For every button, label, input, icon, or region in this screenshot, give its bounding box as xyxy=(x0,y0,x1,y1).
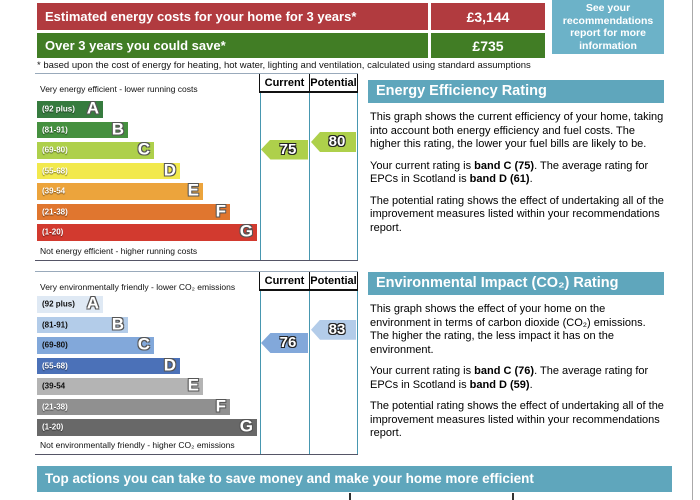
savings-value: £735 xyxy=(431,33,545,58)
band-letter: C xyxy=(137,139,150,159)
column-line xyxy=(357,272,358,454)
chart-caption-bottom: Not environmentally friendly - higher CO… xyxy=(40,440,235,450)
savings-label: Over 3 years you could save* xyxy=(37,33,428,58)
band-letter: B xyxy=(111,314,124,334)
rating-band-E: (39-54 E xyxy=(37,180,203,200)
rating-bands: (92 plus) A (81-91) B (69-80) C (55-68) D (39-54… xyxy=(37,98,358,245)
current-rating-arrow: 76 xyxy=(261,333,308,353)
energy-panel-body: This graph shows the current efficiency … xyxy=(368,111,664,235)
rating-band-C: (69-80) C xyxy=(37,139,154,159)
rating-bands: (92 plus) A (81-91) B (69-80) C (55-68) D (39-54… xyxy=(37,293,358,440)
potential-column-header: Potential xyxy=(310,74,358,93)
potential-rating-arrow: 83 xyxy=(311,319,356,340)
recommendations-note-box: See your recommendations report for more… xyxy=(552,0,664,54)
co2-panel-title: Environmental Impact (CO₂) Rating xyxy=(368,272,664,295)
column-line xyxy=(260,272,261,454)
band-letter: D xyxy=(163,160,176,180)
band-letter: G xyxy=(239,221,253,241)
band-range-label: (39-54 xyxy=(42,186,66,196)
potential-column-header: Potential xyxy=(310,272,358,291)
chart-caption-top: Very energy efficient - lower running co… xyxy=(40,84,198,94)
band-letter: E xyxy=(187,180,199,200)
band-range-label: (55-68) xyxy=(42,166,68,176)
panel-paragraph: This graph shows the current efficiency … xyxy=(370,111,664,150)
panel-paragraph: The potential rating shows the effect of… xyxy=(370,194,664,234)
environmental-impact-chart: Very environmentally friendly - lower CO… xyxy=(35,271,358,455)
current-column-header: Current xyxy=(259,272,310,291)
band-letter: A xyxy=(86,293,99,313)
band-range-label: (21-38) xyxy=(42,402,68,412)
top-actions-banner: Top actions you can take to save money a… xyxy=(37,466,672,492)
band-range-label: (21-38) xyxy=(42,207,68,217)
rating-band-G: (1-20) G xyxy=(37,221,257,241)
column-line xyxy=(309,272,310,454)
table-column-divider xyxy=(512,493,514,500)
band-letter: F xyxy=(215,201,226,221)
band-range-label: (81-91) xyxy=(42,125,68,135)
chart-caption-bottom: Not energy efficient - higher running co… xyxy=(40,246,198,256)
rating-band-D: (55-68) D xyxy=(37,355,180,375)
energy-panel-title: Energy Efficiency Rating xyxy=(368,80,664,103)
table-column-divider xyxy=(349,493,351,500)
assumptions-footnote: * based upon the cost of energy for heat… xyxy=(37,60,531,71)
band-range-label: (92 plus) xyxy=(42,104,75,114)
column-line xyxy=(357,74,358,260)
estimated-costs-label: Estimated energy costs for your home for… xyxy=(37,3,428,30)
rating-band-D: (55-68) D xyxy=(37,160,180,180)
band-range-label: (92 plus) xyxy=(42,299,75,309)
rating-band-A: (92 plus) A xyxy=(37,98,103,118)
column-line xyxy=(309,74,310,260)
band-letter: D xyxy=(163,355,176,375)
environmental-impact-panel: Environmental Impact (CO₂) Rating This g… xyxy=(368,272,664,441)
band-letter: E xyxy=(187,375,199,395)
rating-band-C: (69-80) C xyxy=(37,334,154,354)
rating-band-B: (81-91) B xyxy=(37,119,128,139)
panel-paragraph: Your current rating is band C (75). The … xyxy=(370,159,649,186)
panel-paragraph: This graph shows the effect of your home… xyxy=(370,303,646,356)
band-letter: G xyxy=(239,416,253,436)
page-edge-line xyxy=(692,0,693,500)
band-range-label: (39-54 xyxy=(42,381,66,391)
band-letter: F xyxy=(215,396,226,416)
band-letter: A xyxy=(86,98,99,118)
band-range-label: (81-91) xyxy=(42,320,68,330)
rating-band-B: (81-91) B xyxy=(37,314,128,334)
band-letter: C xyxy=(137,334,150,354)
band-letter: B xyxy=(111,119,124,139)
potential-rating-arrow: 80 xyxy=(311,132,356,152)
rating-band-A: (92 plus) A xyxy=(37,293,103,313)
rating-band-E: (39-54 E xyxy=(37,375,203,395)
energy-efficiency-panel: Energy Efficiency Rating This graph show… xyxy=(368,80,664,235)
panel-paragraph: Your current rating is band C (76). The … xyxy=(370,365,649,391)
estimated-costs-row: Estimated energy costs for your home for… xyxy=(37,3,545,30)
band-range-label: (69-80) xyxy=(42,340,68,350)
rating-band-F: (21-38) F xyxy=(37,201,230,221)
current-rating-arrow: 75 xyxy=(261,139,308,160)
rating-band-G: (1-20) G xyxy=(37,416,257,436)
estimated-costs-value: £3,144 xyxy=(431,3,545,30)
co2-panel-body: This graph shows the effect of your home… xyxy=(368,303,664,441)
energy-efficiency-chart: Very energy efficient - lower running co… xyxy=(35,73,358,261)
chart-caption-top: Very environmentally friendly - lower CO… xyxy=(40,282,236,292)
band-range-label: (1-20) xyxy=(42,227,64,237)
column-line xyxy=(260,74,261,260)
band-range-label: (55-68) xyxy=(42,361,68,371)
panel-paragraph: The potential rating shows the effect of… xyxy=(370,400,664,439)
current-column-header: Current xyxy=(259,74,310,93)
rating-band-F: (21-38) F xyxy=(37,396,230,416)
band-range-label: (69-80) xyxy=(42,145,68,155)
savings-row: Over 3 years you could save* £735 xyxy=(37,33,545,58)
band-range-label: (1-20) xyxy=(42,422,64,432)
